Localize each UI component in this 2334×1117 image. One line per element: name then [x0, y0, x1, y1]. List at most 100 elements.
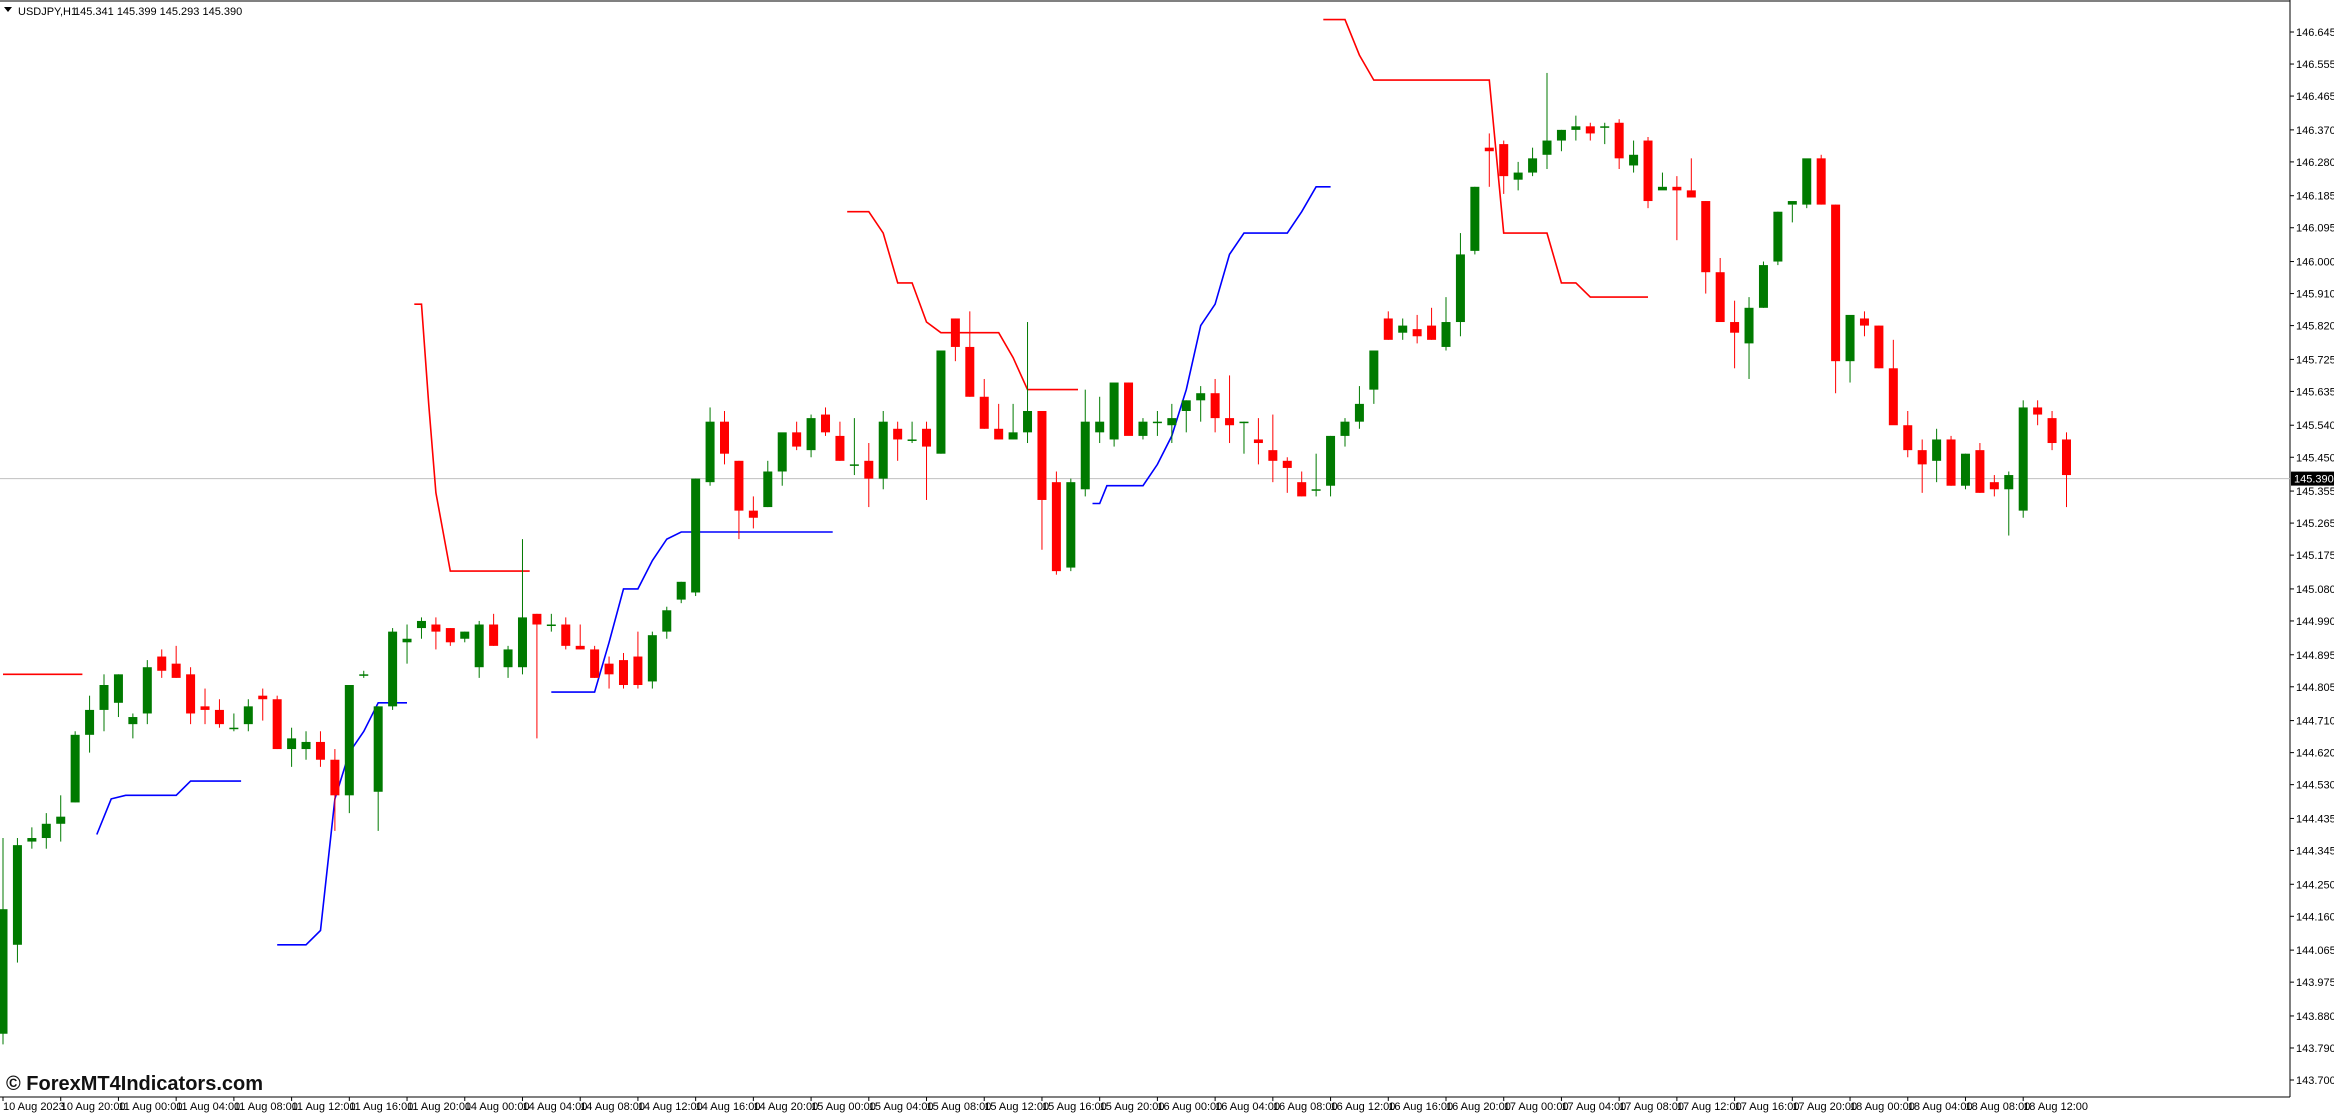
current-price-tag: 145.390	[2291, 471, 2334, 486]
price-tick-label: 144.065	[2296, 945, 2334, 957]
plot-area[interactable]	[0, 0, 2290, 1097]
time-tick-label: 17 Aug 00:00	[1504, 1101, 1569, 1113]
bull-candle	[1354, 386, 1364, 429]
bear-candle	[1253, 418, 1263, 465]
candle-body	[128, 717, 138, 725]
candle-body	[1297, 482, 1307, 497]
bear-candle	[1412, 314, 1422, 344]
bull-candle	[1181, 400, 1191, 433]
price-tick-label: 143.700	[2296, 1075, 2334, 1087]
candle-body	[460, 631, 470, 639]
price-tick-label: 146.000	[2296, 257, 2334, 269]
candle-body	[994, 428, 1004, 440]
bear-candle	[1701, 201, 1711, 294]
price-tick-label: 144.250	[2296, 879, 2334, 891]
candle-body	[1701, 201, 1711, 273]
candle-body	[171, 663, 181, 678]
candle-body	[344, 685, 354, 796]
candle-body	[1672, 186, 1682, 191]
candle-body	[1816, 158, 1826, 205]
bull-candle	[1629, 140, 1639, 173]
dropdown-triangle-icon[interactable]	[4, 7, 12, 12]
candle-body	[936, 350, 946, 454]
bull-candle	[1066, 478, 1076, 572]
price-tick-label: 146.185	[2296, 191, 2334, 203]
candle-body	[1311, 489, 1321, 491]
price-tick-label: 145.725	[2296, 354, 2334, 366]
bull-candle	[1960, 453, 1970, 490]
candle-body	[979, 396, 989, 429]
candle-body	[1383, 318, 1393, 340]
bear-candle	[1383, 311, 1393, 340]
bear-candle	[1672, 176, 1682, 241]
price-tick-label: 144.160	[2296, 911, 2334, 923]
bear-candle	[1614, 119, 1624, 170]
bear-candle	[330, 749, 340, 831]
candle-body	[1499, 144, 1509, 177]
bull-candle	[691, 478, 701, 597]
bear-candle	[1816, 154, 1826, 205]
candle-body	[56, 816, 66, 824]
candle-body	[1600, 126, 1610, 128]
candle-body	[575, 645, 585, 650]
candle-body	[1629, 154, 1639, 166]
candle-body	[691, 478, 701, 593]
time-tick-label: 17 Aug 12:00	[1677, 1101, 1742, 1113]
price-tick-label: 144.895	[2296, 650, 2334, 662]
bear-candle	[965, 311, 975, 397]
candle-body	[1903, 425, 1913, 451]
bear-candle	[1643, 136, 1653, 209]
candle-body	[1412, 329, 1422, 337]
bear-candle	[1297, 471, 1307, 497]
candle-body	[1023, 410, 1033, 433]
time-tick-label: 11 Aug 12:00	[292, 1101, 356, 1113]
bear-candle	[445, 628, 455, 646]
bull-candle	[460, 631, 470, 643]
candle-body	[431, 624, 441, 632]
candle-body	[1787, 201, 1797, 205]
candle-body	[315, 741, 325, 760]
time-tick-label: 15 Aug 08:00	[927, 1101, 992, 1113]
bull-candle	[99, 674, 109, 732]
time-tick-label: 18 Aug 04:00	[1908, 1101, 1973, 1113]
bull-candle	[1600, 122, 1610, 145]
bull-candle	[777, 432, 787, 486]
candle-body	[186, 674, 196, 714]
bull-candle	[1744, 297, 1754, 379]
lower-band-line	[551, 531, 833, 693]
bear-candle	[734, 460, 744, 540]
candle-body	[445, 628, 455, 643]
price-tick-label: 143.975	[2296, 977, 2334, 989]
bear-candle	[157, 649, 167, 678]
candle-body	[1513, 172, 1523, 180]
candle-body	[1946, 439, 1956, 486]
bull-candle	[1513, 161, 1523, 191]
bear-candle	[979, 378, 989, 429]
bear-candle	[1051, 471, 1061, 575]
bull-candle	[113, 674, 123, 718]
candle-body	[907, 439, 917, 441]
time-tick-label: 16 Aug 16:00	[1388, 1101, 1453, 1113]
time-tick-label: 10 Aug 20:00	[61, 1101, 126, 1113]
price-tick-label: 145.820	[2296, 321, 2334, 333]
bull-candle	[1528, 147, 1538, 177]
bull-candle	[705, 407, 715, 486]
bear-candle	[2033, 400, 2043, 426]
bull-candle	[402, 624, 412, 664]
candle-body	[720, 421, 729, 454]
candle-body	[416, 620, 426, 629]
candle-body	[85, 709, 95, 735]
candle-body	[243, 706, 253, 725]
time-tick-label: 16 Aug 12:00	[1331, 1101, 1396, 1113]
candle-body	[633, 656, 643, 686]
bull-candle	[1326, 435, 1336, 497]
bull-candle	[1787, 201, 1797, 223]
candle-body	[1253, 439, 1263, 444]
price-tick-label: 145.265	[2296, 518, 2334, 530]
bear-candle	[1282, 457, 1292, 493]
candle-body	[734, 460, 744, 511]
price-tick-label: 145.635	[2296, 386, 2334, 398]
time-tick-label: 17 Aug 04:00	[1561, 1101, 1626, 1113]
